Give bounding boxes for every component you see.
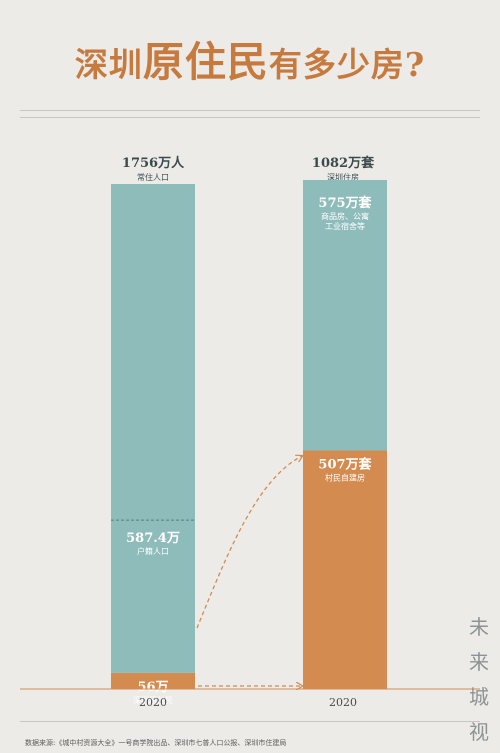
arrow-curve — [196, 456, 302, 629]
bar-segment — [303, 450, 387, 689]
title-part-1: 深圳 — [74, 45, 143, 84]
housing-year: 2020 — [329, 696, 357, 709]
marker-sublabel: 户籍人口 — [137, 546, 169, 556]
top-rule — [20, 110, 480, 111]
top-rule-2 — [20, 117, 480, 118]
bar-segment — [111, 184, 195, 673]
segment-sublabel: 村民自建房 — [325, 472, 365, 482]
population-total-label: 1756万人 — [121, 156, 185, 171]
brand-char: 来 — [469, 650, 489, 674]
title-part-2: 原住民 — [142, 38, 269, 86]
segment-sublabel: 商品房、公寓 — [321, 211, 369, 221]
bottom-rule — [20, 721, 480, 722]
brand-char: 视 — [469, 720, 489, 744]
segment-label: 575万套 — [318, 195, 372, 211]
brand-char: 城 — [469, 685, 489, 709]
marker-label: 587.4万 — [126, 531, 180, 546]
page-title: 深圳原住民有多少房? — [0, 28, 500, 88]
population-total-sublabel: 常住人口 — [137, 173, 169, 182]
housing-total-sublabel: 深圳住房 — [327, 173, 359, 182]
segment-label: 507万套 — [318, 456, 372, 472]
segment-label: 56万 — [137, 680, 168, 695]
segment-sublabel: 工业宿舍等 — [325, 221, 365, 231]
population-header: 1756万人 常住人口 — [98, 152, 208, 183]
housing-total-label: 1082万套 — [311, 156, 375, 171]
data-source: 数据来源:《城中村资源大全》一号商学院出品、深圳市七普人口公报、深圳市住建局 — [25, 739, 287, 747]
segment-sublabel: 深圳原住民 — [133, 695, 173, 705]
bar-segment — [111, 672, 195, 689]
housing-header: 1082万套 深圳住房 — [288, 152, 398, 183]
title-part-3: 有多少房? — [268, 45, 426, 84]
brand-char: 未 — [469, 615, 489, 639]
brand-watermark: 未 来 城 视 — [468, 610, 490, 750]
bar-segment — [303, 180, 387, 451]
population-year: 2020 — [139, 696, 167, 709]
